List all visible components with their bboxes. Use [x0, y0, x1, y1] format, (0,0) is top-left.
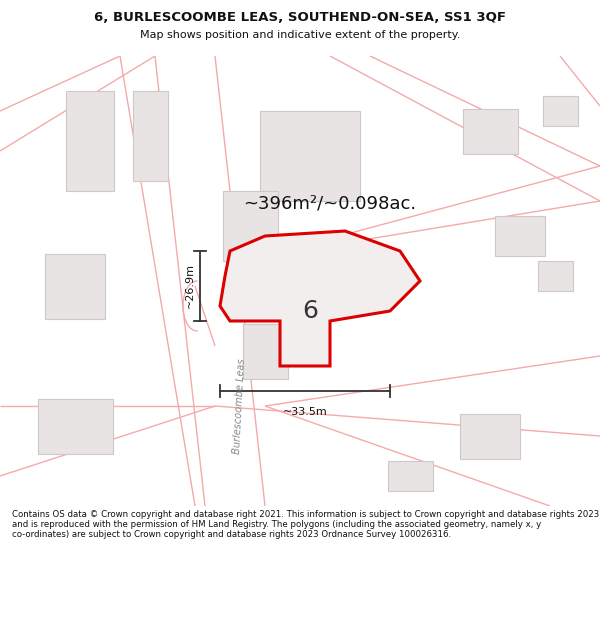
Polygon shape	[495, 216, 545, 256]
Polygon shape	[463, 109, 517, 154]
Text: ~26.9m: ~26.9m	[185, 264, 195, 309]
Polygon shape	[37, 399, 113, 454]
Text: Contains OS data © Crown copyright and database right 2021. This information is : Contains OS data © Crown copyright and d…	[12, 509, 599, 539]
Polygon shape	[542, 96, 577, 126]
Polygon shape	[223, 191, 277, 261]
Text: Burlescoombe Leas: Burlescoombe Leas	[233, 358, 247, 454]
Polygon shape	[45, 254, 105, 319]
Text: 6, BURLESCOOMBE LEAS, SOUTHEND-ON-SEA, SS1 3QF: 6, BURLESCOOMBE LEAS, SOUTHEND-ON-SEA, S…	[94, 11, 506, 24]
Polygon shape	[460, 414, 520, 459]
Text: 6: 6	[302, 299, 318, 323]
Text: ~396m²/~0.098ac.: ~396m²/~0.098ac.	[244, 195, 416, 213]
Text: ~33.5m: ~33.5m	[283, 407, 328, 417]
Polygon shape	[242, 324, 287, 379]
Polygon shape	[220, 231, 420, 366]
Polygon shape	[538, 261, 572, 291]
Polygon shape	[260, 111, 360, 201]
Polygon shape	[66, 91, 114, 191]
Polygon shape	[388, 461, 433, 491]
Polygon shape	[133, 91, 167, 181]
Text: Map shows position and indicative extent of the property.: Map shows position and indicative extent…	[140, 31, 460, 41]
